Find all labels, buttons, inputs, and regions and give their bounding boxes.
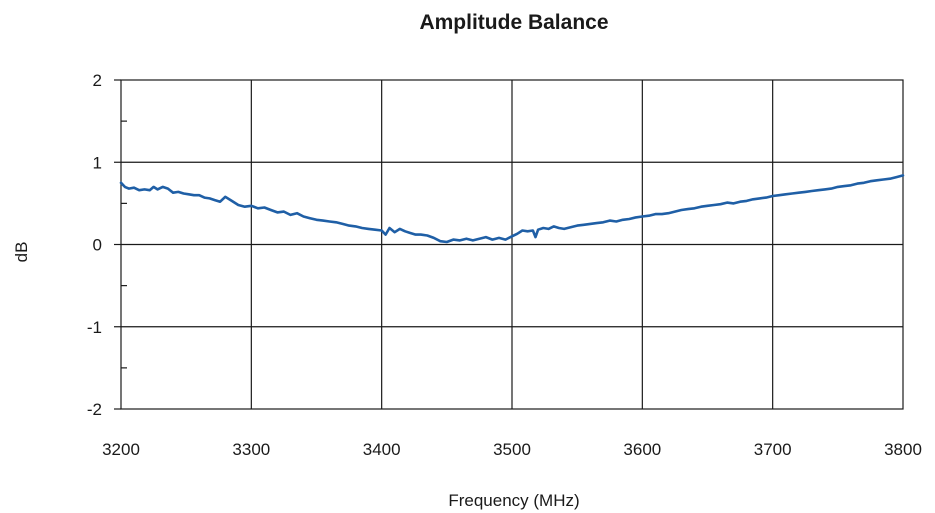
y-tick-label: 1: [93, 153, 102, 172]
y-tick-label: 0: [93, 236, 102, 255]
x-tick-labels: 3200 3300 3400 3500 3600 3700 3800: [102, 440, 922, 459]
y-tick-label: 2: [93, 71, 102, 90]
x-tick-label: 3200: [102, 440, 140, 459]
x-tick-label: 3400: [363, 440, 401, 459]
x-tick-label: 3500: [493, 440, 531, 459]
grid-layer: [121, 80, 903, 409]
y-tick-label: -1: [87, 318, 102, 337]
x-tick-label: 3600: [623, 440, 661, 459]
series-layer: [119, 174, 905, 244]
series-line: [119, 174, 905, 244]
x-tick-label: 3300: [232, 440, 270, 459]
y-tick-label: -2: [87, 400, 102, 419]
y-tick-labels: 2 1 0 -1 -2: [87, 71, 102, 419]
chart-title: Amplitude Balance: [419, 11, 608, 34]
x-tick-label: 3800: [884, 440, 922, 459]
minor-tick-layer: [114, 79, 127, 410]
x-tick-label: 3700: [754, 440, 792, 459]
x-axis-label: Frequency (MHz): [448, 491, 579, 510]
y-axis-label: dB: [12, 242, 31, 263]
